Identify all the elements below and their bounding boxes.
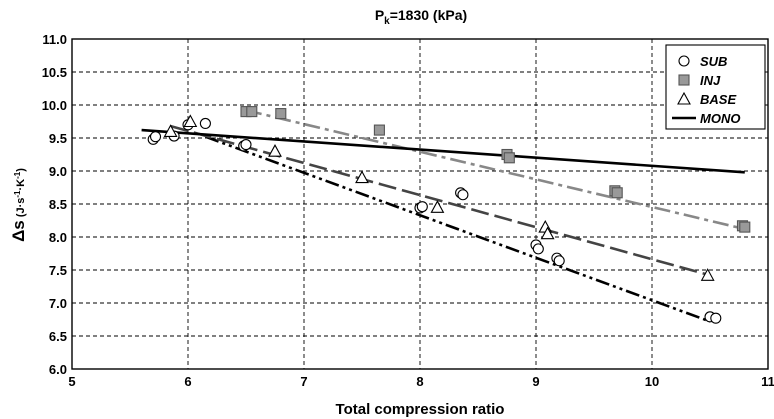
y-axis-unit-2: -1 — [13, 190, 22, 198]
x-tick-label: 9 — [532, 374, 539, 389]
data-point-base — [540, 226, 555, 240]
y-tick-label: 10.0 — [42, 98, 67, 113]
y-tick-label: 6.0 — [49, 362, 67, 377]
legend-label-mono: MONO — [700, 111, 740, 126]
y-tick-label: 6.5 — [49, 329, 67, 344]
trend-line-sub — [204, 135, 711, 323]
legend-marker-inj — [678, 74, 690, 86]
data-point-base — [430, 200, 445, 213]
y-tick-label: 8.0 — [49, 230, 67, 245]
legend: SUB INJ BASE MONO — [665, 44, 766, 130]
legend-label-inj: INJ — [700, 73, 721, 88]
legend-marker-sub — [678, 55, 690, 67]
y-tick-label: 9.0 — [49, 164, 67, 179]
trend-line-base — [170, 124, 711, 277]
data-point-inj — [275, 108, 287, 120]
x-tick-label: 10 — [645, 374, 659, 389]
y-tick-label: 7.0 — [49, 296, 67, 311]
x-tick-label: 7 — [300, 374, 307, 389]
y-axis-label: Δs (J·s-1·K-1) — [9, 168, 28, 242]
data-point-base — [163, 124, 178, 137]
y-axis-unit-1: (J·s — [15, 198, 27, 218]
data-point-sub — [240, 139, 252, 151]
data-point-sub — [416, 201, 428, 213]
chart-title-subscript: k — [384, 16, 390, 27]
y-axis-label-main: Δs — [9, 220, 28, 242]
data-point-inj — [739, 221, 751, 233]
y-axis-unit-4: -1 — [13, 171, 22, 179]
y-tick-label: 9.5 — [49, 131, 67, 146]
x-axis-label: Total compression ratio — [336, 401, 505, 418]
y-tick-label: 8.5 — [49, 197, 67, 212]
chart-title: Pk=1830 (kPa) — [375, 7, 467, 27]
x-tick-label: 5 — [68, 374, 75, 389]
data-point-base — [700, 268, 715, 281]
data-point-sub — [553, 255, 565, 267]
data-point-base — [268, 144, 282, 157]
chart-title-rest: =1830 (kPa) — [390, 7, 467, 23]
x-tick-label: 6 — [184, 374, 191, 389]
data-point-inj — [246, 106, 258, 118]
x-tick-label: 8 — [416, 374, 423, 389]
legend-marker-base — [677, 91, 691, 105]
y-axis-unit-3: ·K — [15, 179, 27, 191]
data-point-sub — [199, 117, 211, 130]
data-point-inj — [611, 187, 623, 199]
data-point-sub — [532, 243, 544, 255]
y-tick-label: 10.5 — [42, 65, 67, 80]
legend-label-base: BASE — [700, 92, 736, 107]
x-tick-label: 11 — [761, 374, 774, 389]
plot-area: 5 6 7 8 9 10 11 6.0 6.5 7.0 7.5 8.0 8.5 9.0 9.5 10.0 10.… — [42, 32, 774, 389]
data-point-sub — [457, 189, 469, 201]
data-point-inj — [373, 124, 385, 136]
y-axis-unit-5: ) — [15, 168, 27, 172]
y-tick-label: 11.0 — [42, 32, 67, 47]
data-point-sub — [149, 131, 162, 143]
trend-line-inj — [245, 109, 746, 231]
legend-label-sub: SUB — [700, 54, 727, 69]
trend-line-mono — [141, 128, 745, 174]
data-point-sub — [710, 312, 722, 324]
chart-title-main: P — [375, 7, 384, 23]
data-point-base — [355, 170, 369, 184]
data-point-inj — [503, 152, 515, 164]
data-point-base — [183, 114, 198, 128]
y-tick-label: 7.5 — [49, 263, 67, 278]
